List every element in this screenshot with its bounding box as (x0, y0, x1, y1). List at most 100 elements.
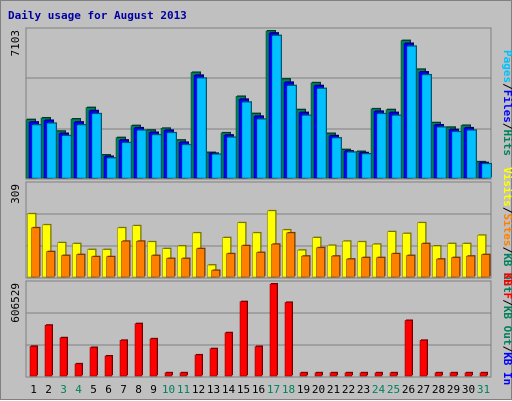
bar-pages-day-13 (211, 154, 222, 179)
legend-entry: Visits (501, 167, 512, 207)
bar-kb-f-day-30 (464, 372, 473, 377)
bar-sites-day-12 (196, 248, 205, 278)
bar-sites-day-29 (451, 257, 460, 278)
bar-pages-day-26 (406, 46, 417, 179)
bar-sites-day-24 (376, 257, 385, 278)
y-max-label: 606529 (9, 283, 22, 323)
x-tick-label-day-18: 18 (282, 383, 295, 396)
x-tick-label-day-8: 8 (135, 383, 142, 396)
bar-pages-day-25 (391, 115, 402, 179)
bar-pages-day-7 (121, 142, 132, 179)
bar-pages-day-3 (61, 135, 72, 179)
bar-pages-day-6 (106, 157, 117, 179)
bar-sites-day-23 (361, 257, 370, 278)
x-tick-label-day-22: 22 (342, 383, 355, 396)
x-tick-label-day-3: 3 (60, 383, 67, 396)
bar-sites-day-22 (346, 258, 355, 278)
bar-pages-day-10 (166, 132, 177, 179)
bar-pages-day-15 (241, 102, 252, 179)
bar-pages-day-30 (466, 130, 477, 179)
bar-kb-f-day-2 (44, 324, 53, 377)
bar-kb-f-day-27 (419, 340, 428, 377)
legend: KB F/KB Out/KB In (501, 273, 512, 386)
legend: Pages/Files/Hits (501, 50, 512, 156)
bar-kb-f-day-4 (74, 363, 83, 377)
x-tick-label-day-1: 1 (30, 383, 37, 396)
bar-kb-f-day-26 (404, 320, 413, 377)
x-tick-label-day-7: 7 (120, 383, 127, 396)
bar-pages-day-11 (181, 144, 192, 179)
bar-pages-day-28 (436, 127, 447, 179)
bar-sites-day-6 (106, 256, 115, 278)
x-tick-label-day-2: 2 (45, 383, 52, 396)
legend-entry: / (501, 207, 512, 214)
bar-sites-day-9 (151, 255, 160, 278)
legend-entry: Sites (501, 213, 512, 246)
bar-sites-day-13 (211, 270, 220, 278)
bar-sites-day-28 (436, 258, 445, 278)
bar-pages-day-31 (481, 163, 492, 179)
bar-kb-f-day-25 (389, 372, 398, 377)
bar-kb-f-day-23 (359, 372, 368, 377)
legend-entry: / (501, 346, 512, 353)
bar-kb-f-day-1 (29, 346, 38, 377)
legend-entry: Files (501, 90, 512, 123)
bar-kb-f-day-31 (479, 372, 488, 377)
bar-sites-day-21 (331, 255, 340, 278)
bar-pages-day-27 (421, 74, 432, 179)
bar-sites-day-19 (301, 255, 310, 278)
bar-kb-f-day-22 (344, 372, 353, 377)
bar-kb-f-day-21 (329, 372, 338, 377)
bar-kb-f-day-12 (194, 354, 203, 377)
bar-sites-day-17 (271, 243, 280, 278)
bar-sites-day-1 (31, 227, 40, 278)
bar-kb-f-day-24 (374, 372, 383, 377)
bar-sites-day-3 (61, 255, 70, 278)
x-tick-label-day-6: 6 (105, 383, 112, 396)
bar-kb-f-day-5 (89, 347, 98, 377)
legend-entry: / (501, 123, 512, 130)
bar-kb-f-day-3 (59, 337, 68, 377)
bar-kb-f-day-7 (119, 340, 128, 377)
x-tick-label-day-10: 10 (162, 383, 175, 396)
bar-pages-day-24 (376, 113, 387, 179)
x-tick-label-day-12: 12 (192, 383, 205, 396)
bar-sites-day-11 (181, 258, 190, 278)
x-tick-label-day-19: 19 (297, 383, 310, 396)
bar-sites-day-14 (226, 253, 235, 278)
bar-kb-f-day-6 (104, 355, 113, 377)
x-tick-label-day-28: 28 (432, 383, 445, 396)
bar-kb-f-day-18 (284, 302, 293, 377)
panel-kb-f: 606529 KB F/KB Out/KB In (9, 273, 512, 386)
bar-pages-day-1 (31, 124, 42, 179)
legend-entry: KB F (501, 273, 512, 300)
bar-kb-f-day-13 (209, 348, 218, 377)
bar-sites-day-5 (91, 256, 100, 278)
bar-kb-f-day-10 (164, 372, 173, 377)
x-tick-label-day-23: 23 (357, 383, 370, 396)
bar-pages-day-9 (151, 134, 162, 179)
bar-sites-day-25 (391, 253, 400, 278)
legend-entry: / (501, 247, 512, 254)
bar-pages-day-17 (271, 35, 282, 179)
legend-entry: KB Out (501, 253, 512, 293)
bar-pages-day-23 (361, 153, 372, 179)
x-tick-label-day-9: 9 (150, 383, 157, 396)
x-tick-label-day-21: 21 (327, 383, 340, 396)
x-tick-label-day-14: 14 (222, 383, 236, 396)
bar-sites-day-10 (166, 258, 175, 278)
x-tick-label-day-26: 26 (402, 383, 415, 396)
legend-entry: / (501, 299, 512, 306)
bar-sites-day-2 (46, 251, 55, 278)
bar-kb-f-day-28 (434, 372, 443, 377)
legend-entry: Hits (501, 130, 512, 157)
bar-pages-day-12 (196, 77, 207, 179)
bar-pages-day-21 (331, 137, 342, 179)
x-tick-label-day-11: 11 (177, 383, 190, 396)
bar-pages-day-22 (346, 152, 357, 179)
bar-sites-day-4 (76, 254, 85, 278)
bar-sites-day-31 (481, 254, 490, 278)
